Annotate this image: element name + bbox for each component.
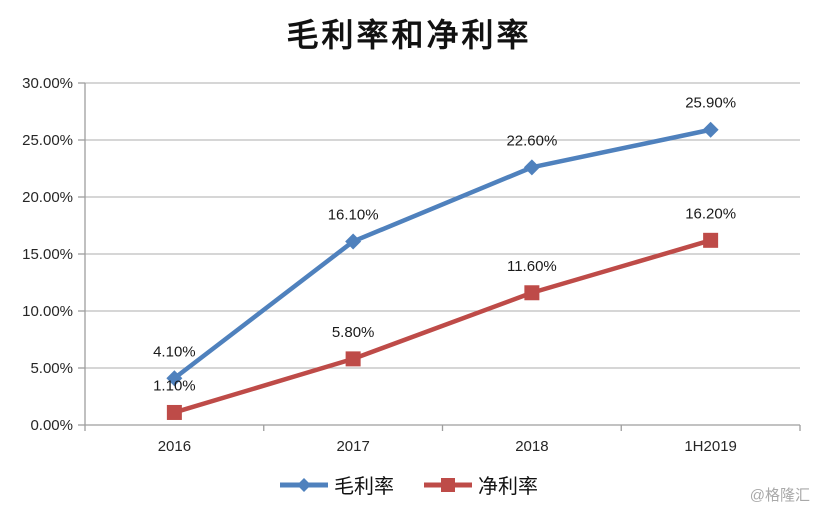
- legend-marker-gross-margin: [280, 477, 328, 492]
- y-axis-tick-label: 25.00%: [22, 132, 73, 149]
- marker-diamond-gross-margin: [166, 370, 183, 387]
- data-label-gross-margin: 16.10%: [328, 206, 379, 223]
- y-axis-tick-label: 5.00%: [30, 360, 73, 377]
- marker-diamond-gross-margin: [702, 121, 719, 138]
- data-label-net-margin: 11.60%: [507, 258, 557, 275]
- x-axis-label: 2017: [336, 438, 369, 455]
- y-axis-tick-label: 10.00%: [22, 303, 73, 320]
- legend-label-gross-margin: 毛利率: [334, 476, 394, 498]
- chart-legend: 毛利率 净利率: [0, 470, 818, 499]
- data-label-gross-margin: 25.90%: [685, 95, 736, 112]
- data-label-net-margin: 5.80%: [332, 324, 375, 341]
- marker-square-net-margin: [166, 404, 182, 420]
- y-axis-tick-label: 30.00%: [22, 75, 73, 92]
- marker-diamond-gross-margin: [523, 159, 540, 176]
- marker-diamond-gross-margin: [345, 233, 362, 250]
- watermark: @格隆汇: [749, 487, 810, 504]
- x-axis-label: 2016: [158, 438, 191, 455]
- data-label-gross-margin: 22.60%: [506, 132, 557, 149]
- y-axis-tick-label: 0.00%: [30, 417, 73, 434]
- marker-square-net-margin: [345, 351, 361, 367]
- x-axis-label: 2018: [515, 438, 548, 455]
- legend-label-net-margin: 净利率: [478, 476, 538, 498]
- x-axis-label: 1H2019: [684, 438, 737, 455]
- series-line-net-margin: [172, 238, 713, 415]
- y-axis-tick-label: 20.00%: [22, 189, 73, 206]
- data-label-net-margin: 1.10%: [153, 377, 196, 394]
- legend-item-gross-margin: 毛利率: [280, 470, 394, 499]
- legend-marker-net-margin: [424, 477, 472, 492]
- legend-item-net-margin: 净利率: [424, 470, 538, 499]
- data-label-net-margin: 16.20%: [685, 205, 736, 222]
- y-axis-tick-label: 15.00%: [22, 246, 73, 263]
- chart-title: 毛利率和净利率: [286, 16, 532, 54]
- marker-square-net-margin: [703, 232, 719, 248]
- series-line-gross-margin: [172, 127, 713, 381]
- data-label-gross-margin: 4.10%: [153, 343, 196, 360]
- marker-square-net-margin: [524, 285, 540, 301]
